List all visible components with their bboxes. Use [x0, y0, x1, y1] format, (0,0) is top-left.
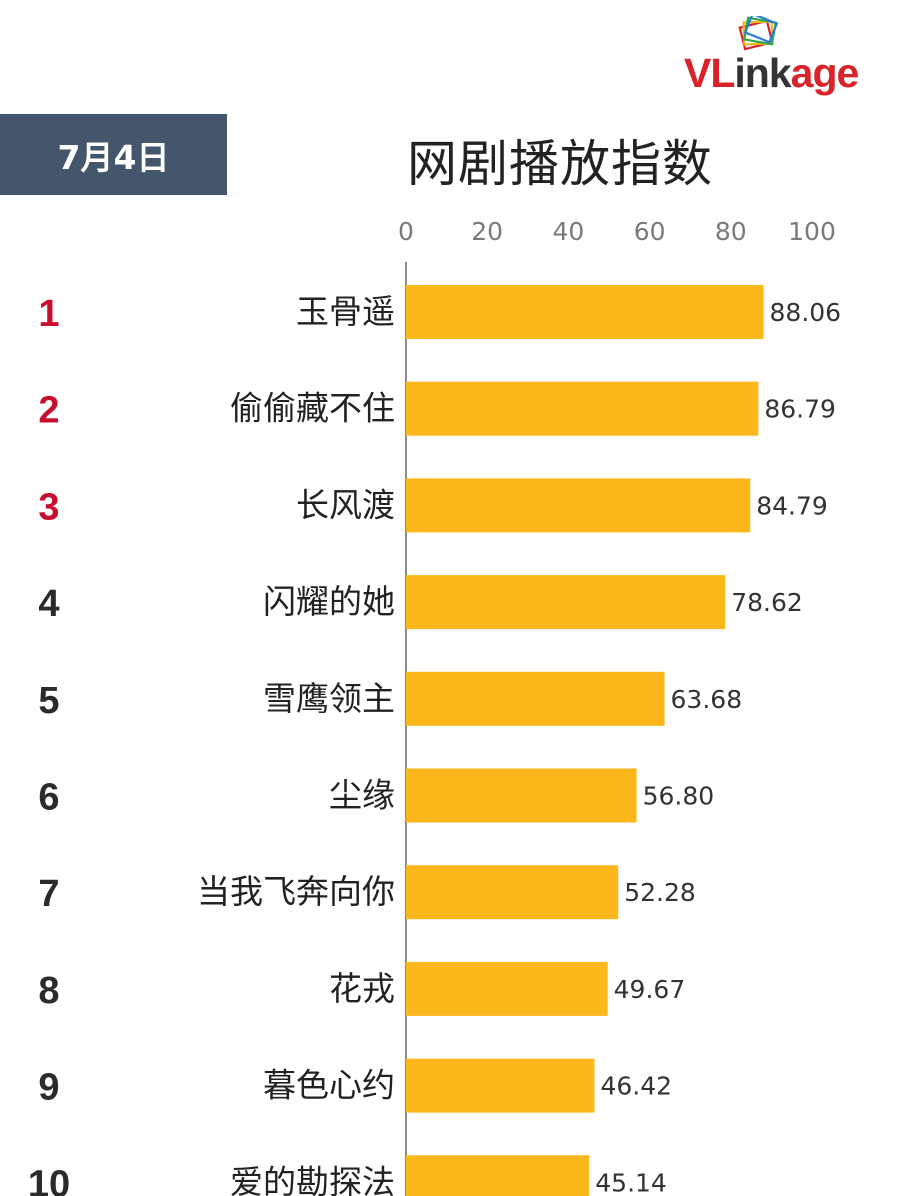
data-label: 46.42 [600, 1072, 672, 1101]
data-label: 78.62 [731, 588, 803, 617]
date-label: 7月4日 [0, 114, 227, 195]
rank-number: 1 [38, 293, 59, 335]
vlinkage-logo: VLinkage [684, 10, 894, 100]
data-label: 49.67 [614, 975, 686, 1004]
category-label: 花戎 [329, 969, 395, 1008]
x-tick-label: 60 [634, 217, 666, 246]
rank-number: 2 [38, 390, 59, 432]
data-label: 45.14 [595, 1168, 667, 1196]
x-tick-label: 100 [788, 217, 836, 246]
bar [406, 285, 764, 339]
data-label: 52.28 [624, 878, 696, 907]
rank-number: 8 [38, 970, 59, 1012]
category-label: 当我飞奔向你 [197, 872, 395, 911]
x-tick-label: 0 [398, 217, 414, 246]
category-label: 偷偷藏不住 [230, 389, 395, 428]
logo-cards-icon [738, 16, 779, 51]
logo-wordmark: VLinkage [684, 50, 859, 96]
bar [406, 575, 726, 630]
rank-number: 9 [38, 1067, 59, 1109]
x-tick-label: 40 [552, 217, 584, 246]
rank-number: 3 [38, 486, 59, 528]
category-label: 爱的勘探法 [230, 1162, 395, 1196]
x-tick-label: 80 [715, 217, 747, 246]
bar [406, 768, 637, 823]
category-label: 暮色心约 [263, 1066, 395, 1105]
category-label: 雪鹰领主 [263, 679, 395, 718]
rank-number: 4 [38, 583, 59, 625]
rank-number: 5 [38, 680, 59, 722]
category-label: 闪耀的她 [263, 582, 395, 621]
bar [406, 671, 665, 726]
data-label: 88.06 [770, 298, 842, 327]
chart-title: 网剧播放指数 [407, 135, 713, 193]
bar [406, 865, 619, 920]
data-label: 84.79 [756, 491, 828, 520]
category-label: 长风渡 [296, 485, 395, 524]
bar [406, 1058, 595, 1113]
data-label: 63.68 [671, 685, 743, 714]
x-tick-label: 20 [471, 217, 503, 246]
bar [406, 1155, 590, 1196]
rank-number: 7 [38, 873, 59, 915]
category-label: 玉骨遥 [296, 292, 395, 331]
bar [406, 478, 751, 533]
rank-number: 6 [38, 777, 59, 819]
rank-number: 10 [28, 1163, 70, 1196]
data-label: 56.80 [643, 782, 715, 811]
category-label: 尘缘 [329, 776, 395, 815]
bar [406, 381, 759, 436]
data-label: 86.79 [764, 395, 836, 424]
bar [406, 961, 608, 1016]
bar-chart: 0 20 40 60 80 100 88.06 玉骨遥 1 86.79 偷偷藏不住 2 84.79 长风渡… [28, 217, 842, 1196]
